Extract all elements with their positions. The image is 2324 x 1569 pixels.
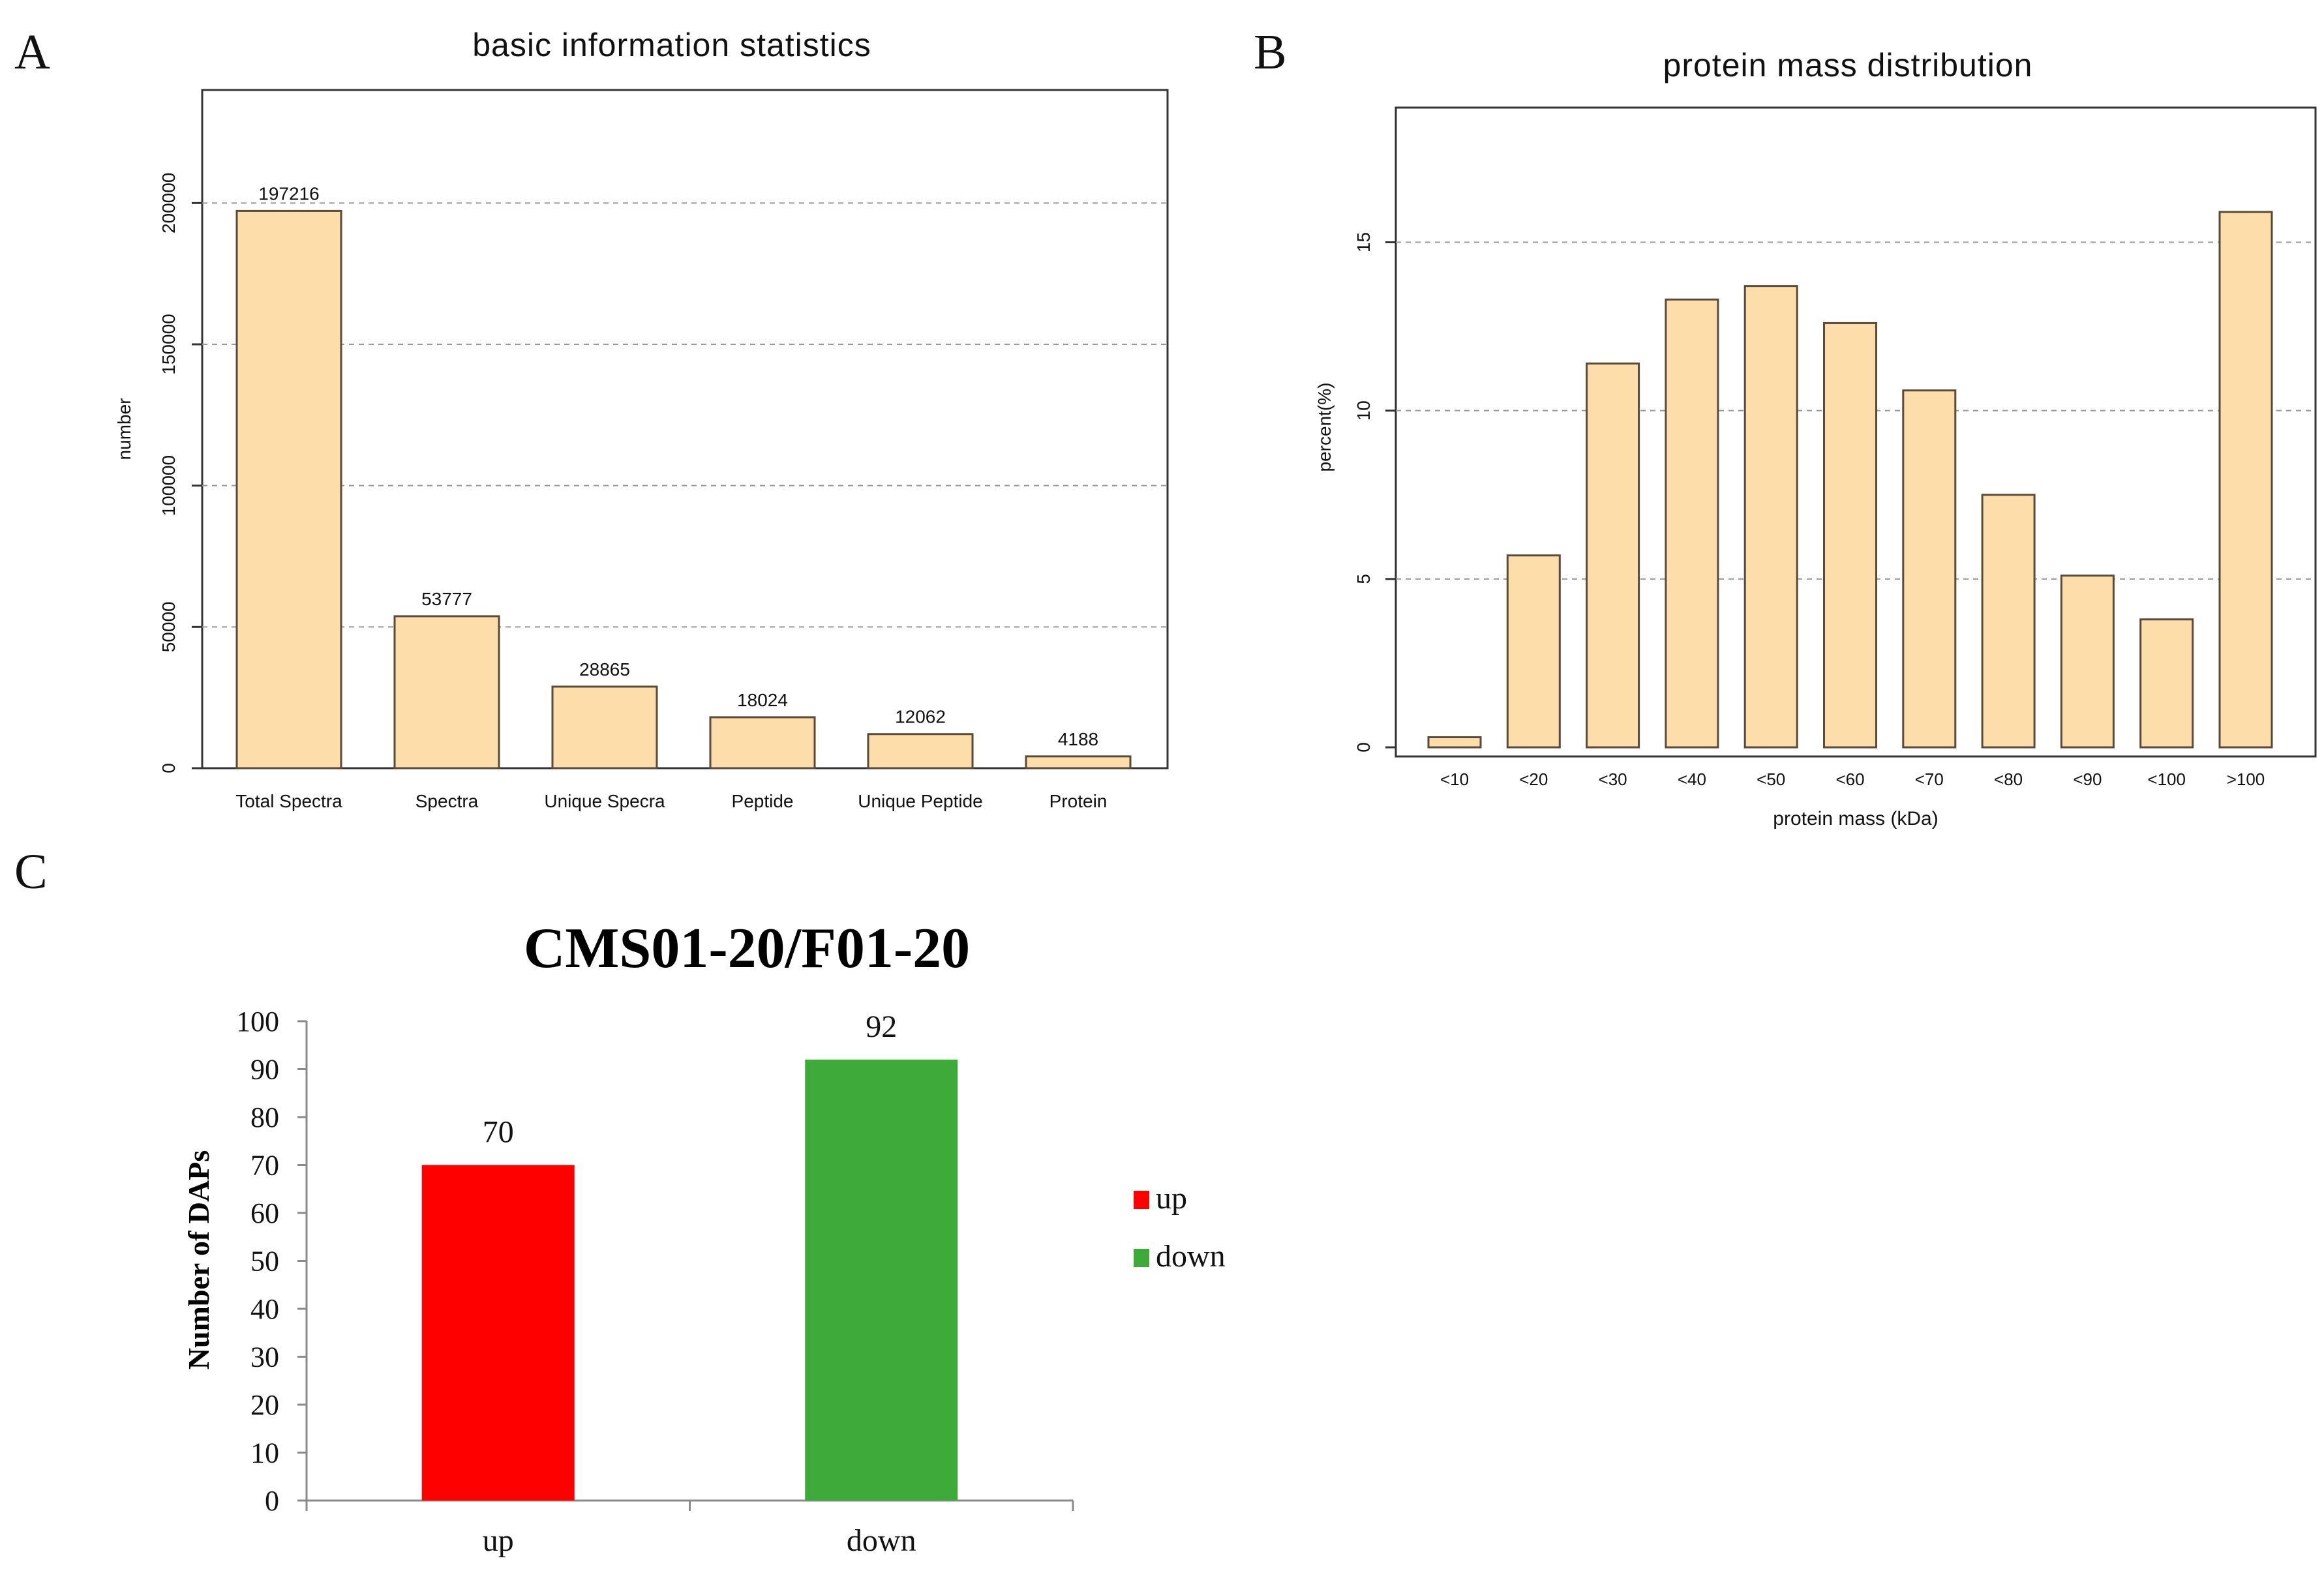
panel-b-y-tick-label-10: 10	[1353, 400, 1374, 421]
panel-a-bar-protein	[1025, 755, 1132, 770]
panel-a-y-axis-label: number	[114, 398, 134, 460]
panel-b-x-tick-labels: <10 <20 <30 <40 <50 <60 <70 <80 <90 <100 >100	[1440, 770, 2265, 789]
panel-a-data-label-unique-specra: 28865	[579, 659, 630, 680]
panel-a-data-label-unique-peptide: 12062	[895, 707, 946, 727]
panel-label-c: C	[14, 844, 48, 899]
panel-c-y-tick-label-40: 40	[250, 1293, 279, 1325]
panel-b-bar-40	[1665, 298, 1719, 749]
panel-c-y-axis-label: Number of DAPs	[182, 1150, 215, 1369]
panel-c-legend-label-up: up	[1156, 1181, 1187, 1216]
panel-a-gridlines	[202, 202, 1168, 628]
panel-a-bar-spectra	[393, 615, 500, 770]
panel-b-bar-80	[1981, 494, 2036, 749]
panel-a-data-label-peptide: 18024	[737, 690, 788, 710]
panel-b-y-tick-label-0: 0	[1353, 742, 1374, 753]
panel-c-data-label-down: 92	[866, 1009, 897, 1044]
panel-b-y-tick-label-15: 15	[1353, 232, 1374, 252]
panel-label-a: A	[14, 25, 50, 80]
panel-b-bar-90	[2060, 575, 2115, 749]
panel-b-x-tick-label-90: <90	[2073, 770, 2102, 789]
panel-c-bar-up	[421, 1165, 575, 1501]
panel-a-data-labels: 197216 53777 28865 18024 12062 4188	[258, 183, 1098, 749]
panel-b-bar-60	[1823, 321, 1877, 749]
panel-c-y-tick-label-80: 80	[250, 1101, 279, 1133]
panel-a-x-tick-labels: Total Spectra Spectra Unique Specra Peptide…	[235, 791, 1107, 811]
panel-c-y-tick-label-60: 60	[250, 1197, 279, 1229]
panel-a-x-tick-label-unique-peptide: Unique Peptide	[858, 791, 982, 811]
panel-c-y-tick-label-100: 100	[236, 1006, 279, 1038]
panel-b-x-tick-label-20: <20	[1519, 770, 1548, 789]
panel-b-protein-mass-distribution: B protein mass distribution percent(%) p…	[1254, 25, 2317, 829]
panel-b-y-tick-label-5: 5	[1353, 574, 1374, 584]
panel-a-bar-unique-specra	[551, 685, 658, 770]
panel-a-x-tick-label-spectra: Spectra	[415, 791, 479, 811]
panel-a-basic-information-statistics: A basic information statistics number 0 5…	[14, 25, 1169, 811]
panel-c-daps: C CMS01-20/F01-20 Number of DAPs 0 10 20 30…	[14, 844, 1226, 1558]
panel-a-bar-total-spectra	[235, 209, 342, 770]
panel-c-legend: up down	[1134, 1181, 1226, 1274]
panel-b-x-tick-label-50: <50	[1757, 770, 1785, 789]
panel-c-legend-label-down: down	[1156, 1239, 1226, 1274]
panel-c-title: CMS01-20/F01-20	[524, 917, 970, 980]
panel-a-y-tick-label-0: 0	[158, 763, 179, 773]
panel-b-bar-20	[1506, 554, 1561, 749]
panel-b-bar-10	[1427, 736, 1482, 749]
panel-a-x-tick-label-peptide: Peptide	[732, 791, 794, 811]
panel-c-y-tick-label-50: 50	[250, 1246, 279, 1278]
panel-b-x-tick-label-60: <60	[1835, 770, 1864, 789]
panel-c-y-tick-label-20: 20	[250, 1389, 279, 1421]
panel-b-bar-70	[1902, 389, 1957, 749]
panel-a-bars	[235, 209, 1132, 770]
panel-c-x-tick-label-down: down	[847, 1523, 916, 1558]
panel-a-x-tick-label-total-spectra: Total Spectra	[235, 791, 342, 811]
panel-c-data-label-up: 70	[483, 1115, 514, 1150]
panel-b-x-tick-label-10: <10	[1440, 770, 1469, 789]
panel-b-bar-100	[2139, 618, 2194, 749]
panel-a-data-label-spectra: 53777	[421, 589, 472, 609]
panel-c-legend-swatch-down	[1134, 1249, 1149, 1267]
panel-a-y-tick-label-150000: 150000	[158, 314, 179, 374]
panel-b-x-tick-label-100: <100	[2147, 770, 2186, 789]
panel-a-x-tick-label-unique-specra: Unique Specra	[544, 791, 665, 811]
panel-a-y-tick-label-100000: 100000	[158, 455, 179, 516]
panel-b-x-tick-label-40: <40	[1678, 770, 1706, 789]
panel-a-bar-unique-peptide	[867, 733, 974, 770]
panel-label-b: B	[1254, 25, 1287, 80]
panel-c-data-labels: 70 92	[483, 1009, 898, 1150]
panel-a-bar-peptide	[709, 716, 816, 770]
panel-b-x-tick-label-30: <30	[1599, 770, 1627, 789]
panel-a-plot-frame	[201, 89, 1169, 770]
panel-c-legend-swatch-up	[1134, 1191, 1149, 1209]
panel-c-x-tick-labels: up down	[483, 1523, 916, 1558]
panel-c-y-tick-label-70: 70	[250, 1150, 279, 1182]
panel-a-title: basic information statistics	[472, 27, 871, 63]
panel-b-bars	[1427, 211, 2273, 749]
panel-c-bars	[421, 1059, 958, 1501]
panel-b-x-tick-label-80: <80	[1994, 770, 2023, 789]
panel-b-y-axis: 0 5 10 15	[1353, 232, 1396, 753]
panel-b-title: protein mass distribution	[1663, 47, 2033, 83]
panel-c-x-tick-label-up: up	[483, 1523, 514, 1558]
panel-b-x-tick-label-100: >100	[2227, 770, 2265, 789]
panel-b-bar-30	[1586, 362, 1640, 749]
panel-c-bar-down	[805, 1059, 958, 1501]
panel-c-y-tick-label-0: 0	[265, 1485, 279, 1517]
panel-a-y-tick-label-200000: 200000	[158, 173, 179, 233]
panel-a-data-label-protein: 4188	[1058, 729, 1098, 749]
panel-a-y-tick-label-50000: 50000	[158, 601, 179, 652]
panel-b-bar-100	[2218, 211, 2273, 749]
panel-b-bar-50	[1743, 285, 1798, 749]
panel-a-y-axis: 0 50000 100000 150000 200000	[158, 173, 202, 773]
panel-b-x-axis-label: protein mass (kDa)	[1773, 808, 1938, 829]
panel-a-x-tick-label-protein: Protein	[1049, 791, 1108, 811]
panel-c-y-tick-label-30: 30	[250, 1341, 279, 1373]
panel-b-plot-frame	[1395, 106, 2317, 758]
panel-a-data-label-total-spectra: 197216	[258, 183, 319, 203]
panel-c-y-tick-label-10: 10	[250, 1437, 279, 1469]
panel-b-y-axis-label: percent(%)	[1314, 383, 1335, 472]
panel-c-y-tick-label-90: 90	[250, 1054, 279, 1086]
panel-b-x-tick-label-70: <70	[1915, 770, 1944, 789]
